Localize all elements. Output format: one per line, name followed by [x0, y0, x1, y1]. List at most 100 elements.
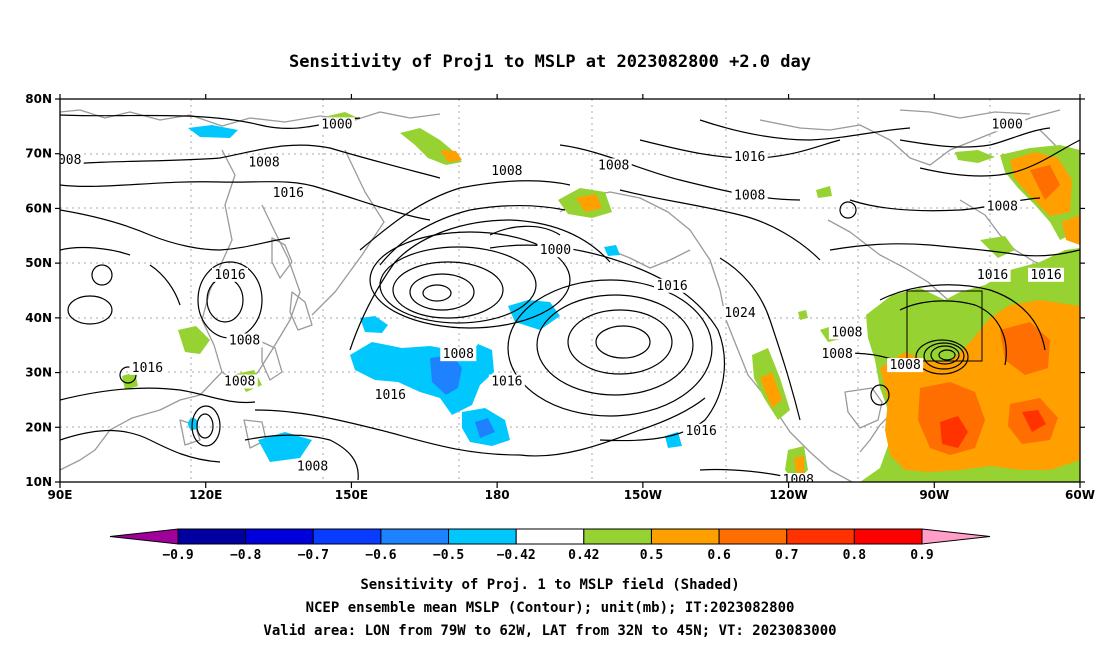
- contour-label-bg: [828, 325, 865, 340]
- contour-label: 1016: [375, 388, 406, 403]
- lat-tick-label: 20N: [25, 420, 52, 434]
- colorbar-level-label: −0.5: [433, 548, 464, 563]
- contour-label-bg: [731, 150, 768, 165]
- lat-tick-label: 50N: [25, 256, 52, 270]
- colorbar-high-extend: [921, 528, 991, 545]
- contour-label-bg: [226, 333, 263, 348]
- contour-label-bg: [984, 199, 1021, 214]
- contour-label: 1008: [598, 158, 629, 173]
- contour-label-bg: [372, 388, 409, 403]
- contour-label-bg: [440, 347, 477, 362]
- colorbar-level-label: 0.9: [910, 548, 933, 563]
- contour-label-bg: [221, 374, 258, 389]
- lon-tick-label: 180: [485, 488, 510, 502]
- colorbar-swatch: [312, 528, 382, 545]
- contour-label-bg: [1028, 267, 1064, 282]
- contour-label: 1008: [297, 459, 328, 474]
- lon-tick-label: 120W: [769, 488, 807, 502]
- contour-label-bg: [595, 158, 632, 173]
- lon-tick-label: 150W: [624, 488, 662, 502]
- contour-label: 1008: [443, 347, 474, 362]
- contour-label-bg: [488, 374, 525, 389]
- colorbar-swatch: [515, 528, 585, 545]
- lon-tick-label: 120E: [189, 488, 222, 502]
- contour-label-bg: [318, 117, 355, 132]
- footer-line-1: Sensitivity of Proj. 1 to MSLP field (Sh…: [360, 577, 739, 593]
- colorbar-swatch: [245, 528, 314, 545]
- contour-label-bg: [212, 267, 248, 282]
- contour-label: 1000: [991, 117, 1022, 132]
- contour-label: 1008: [248, 156, 279, 171]
- contour-label: 1008: [734, 188, 765, 203]
- colorbar-swatch: [380, 528, 450, 545]
- lon-tick-label: 90E: [48, 488, 73, 502]
- contour-label: 1016: [685, 424, 716, 439]
- contour-label: 1024: [724, 306, 755, 321]
- colorbar-level-label: −0.42: [497, 548, 536, 563]
- contour-label-bg: [819, 347, 856, 362]
- lat-tick-label: 40N: [25, 311, 52, 325]
- contour-label-bg: [60, 152, 84, 167]
- colorbar-swatch: [583, 528, 652, 545]
- colorbar: −0.9 −0.8 −0.7 −0.6 −0.5 −0.42 0.42 0.5 0.6 0.7 0.…: [109, 528, 991, 563]
- colorbar-swatch: [650, 528, 720, 545]
- positive-sensitivity-shading: [122, 112, 1080, 482]
- contour-label: 1008: [821, 347, 852, 362]
- colorbar-level-label: −0.7: [298, 548, 329, 563]
- contour-label: 1008: [491, 164, 522, 179]
- contour-label-bg: [722, 306, 758, 321]
- contour-labels: 1000 008 1008 1008 1008 1016 1016 1008 1000 1008 1…: [60, 117, 1064, 482]
- contour-label-bg: [731, 188, 768, 203]
- lat-tick-label: 30N: [25, 366, 52, 380]
- contour-label: 1008: [224, 375, 255, 390]
- lon-tick-label: 90W: [919, 488, 949, 502]
- contour-label: 1016: [1030, 268, 1061, 283]
- colorbar-level-label: 0.5: [640, 548, 663, 563]
- lat-tick-label: 80N: [25, 92, 52, 106]
- colorbar-swatch: [177, 528, 247, 545]
- lat-tick-label: 70N: [25, 147, 52, 161]
- contour-label-bg: [887, 358, 924, 373]
- contour-label-bg: [537, 243, 574, 258]
- lon-tick-label: 60W: [1065, 488, 1095, 502]
- contour-label: 1008: [987, 199, 1018, 214]
- colorbar-low-extend: [109, 528, 179, 545]
- contour-label: 1016: [273, 186, 304, 201]
- colorbar-level-label: −0.9: [162, 548, 193, 563]
- contour-label-bg: [683, 423, 720, 438]
- contour-label-bg: [294, 459, 331, 474]
- colorbar-swatch: [853, 528, 923, 545]
- colorbar-level-label: 0.7: [775, 548, 798, 563]
- colorbar-level-label: 0.6: [707, 548, 731, 563]
- contour-label: 1000: [540, 243, 571, 258]
- contour-label-bg: [780, 473, 817, 482]
- map-frame: [59, 98, 1081, 483]
- colorbar-swatch: [448, 528, 517, 545]
- contour-label: 1008: [229, 333, 260, 348]
- contour-label: 1008: [889, 358, 920, 373]
- contour-label: 1016: [734, 150, 765, 165]
- footer-line-3: Valid area: LON from 79W to 62W, LAT fro…: [263, 623, 836, 639]
- map-title: Sensitivity of Proj1 to MSLP at 20230828…: [289, 52, 811, 72]
- lat-tick-label: 10N: [25, 475, 52, 489]
- valid-area-box: [906, 290, 983, 362]
- colorbar-level-label: 0.8: [843, 548, 867, 563]
- contour-label-bg: [989, 117, 1026, 132]
- colorbar-swatch: [718, 528, 788, 545]
- colorbar-level-label: −0.6: [365, 548, 396, 563]
- contour-label-bg: [974, 267, 1011, 282]
- contour-label-bg: [654, 278, 690, 293]
- contour-label: 1016: [132, 361, 163, 376]
- contour-label-bg: [246, 155, 282, 170]
- footer-line-2: NCEP ensemble mean MSLP (Contour); unit(…: [306, 600, 795, 616]
- lat-tick-label: 60N: [25, 201, 52, 215]
- lon-tick-label: 150E: [335, 488, 368, 502]
- contour-label-bg: [488, 163, 525, 178]
- contour-label: 1016: [656, 279, 687, 294]
- contour-label-bg: [270, 185, 307, 200]
- contour-label-bg: [129, 360, 166, 375]
- map-panel: 1000 008 1008 1008 1008 1016 1016 1008 1000 1008 1…: [60, 99, 1080, 482]
- contour-label: 1008: [831, 325, 862, 340]
